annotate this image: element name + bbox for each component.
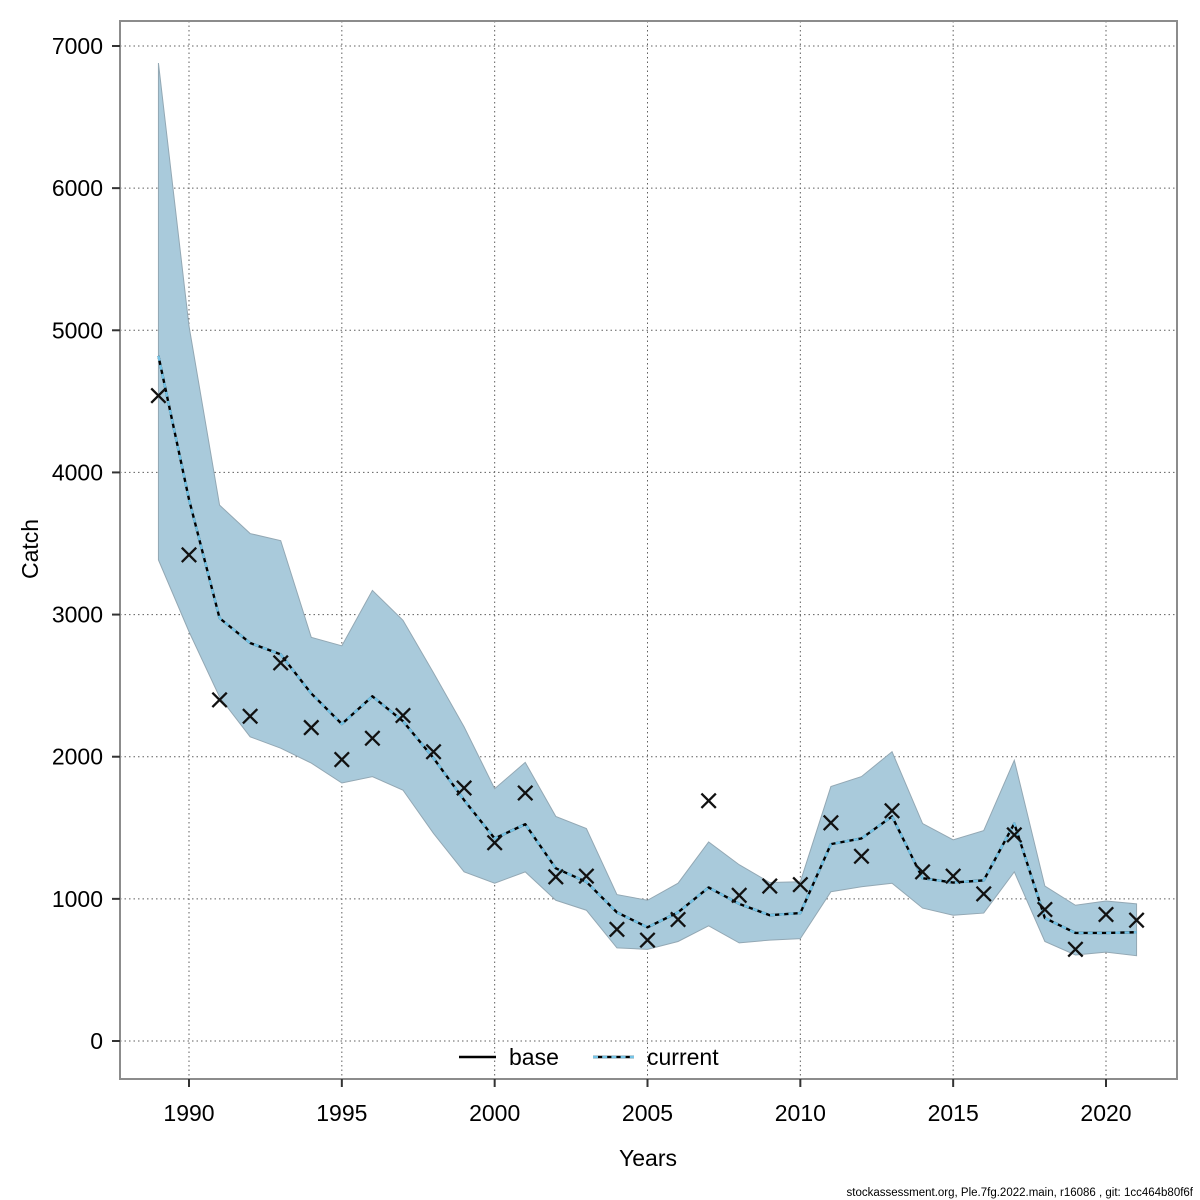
observed-catch-markers <box>150 387 1145 958</box>
x-tick-label: 1990 <box>163 1100 214 1126</box>
y-tick-label: 1000 <box>52 886 103 912</box>
x-marker <box>945 868 962 885</box>
x-marker <box>731 887 748 904</box>
x-marker <box>547 868 564 885</box>
x-marker <box>272 654 289 671</box>
x-tick-label: 2010 <box>775 1100 826 1126</box>
x-tick-label: 2005 <box>622 1100 673 1126</box>
x-marker <box>853 848 870 865</box>
x-marker <box>670 911 687 928</box>
x-axis-ticks: 1990 1995 2000 2005 2010 2015 2020 <box>163 1079 1132 1126</box>
gridlines <box>120 21 1177 1079</box>
x-marker <box>822 814 839 831</box>
current-line <box>157 355 1137 935</box>
x-marker <box>578 868 595 885</box>
y-tick-label: 5000 <box>52 317 103 343</box>
x-marker <box>303 719 320 736</box>
x-marker <box>608 921 625 938</box>
x-tick-label: 2020 <box>1080 1100 1131 1126</box>
y-tick-label: 0 <box>90 1028 103 1054</box>
y-axis-ticks: 0 1000 2000 3000 4000 5000 6000 7000 <box>52 33 120 1054</box>
y-tick-label: 2000 <box>52 744 103 770</box>
x-marker <box>1006 826 1023 843</box>
x-marker <box>180 546 198 563</box>
x-tick-label: 1995 <box>316 1100 367 1126</box>
legend-current-label: current <box>647 1044 719 1070</box>
legend: base current <box>459 1044 719 1070</box>
x-axis-title: Years <box>619 1145 677 1171</box>
legend-base-label: base <box>509 1044 559 1070</box>
y-tick-label: 4000 <box>52 459 103 485</box>
x-marker <box>486 834 503 851</box>
x-marker <box>394 707 411 724</box>
x-marker <box>700 792 717 809</box>
footnote: stockassessment.org, Ple.7fg.2022.main, … <box>847 1187 1194 1199</box>
x-marker <box>761 878 778 895</box>
x-marker <box>211 691 228 708</box>
x-tick-label: 2015 <box>928 1100 979 1126</box>
x-marker <box>333 751 350 768</box>
x-marker <box>1067 941 1084 958</box>
x-marker <box>1128 912 1145 929</box>
y-tick-label: 3000 <box>52 602 103 628</box>
y-tick-label: 7000 <box>52 33 103 59</box>
x-tick-label: 2000 <box>469 1100 520 1126</box>
x-marker <box>150 387 167 404</box>
x-marker <box>425 743 442 760</box>
x-marker <box>517 784 534 801</box>
x-marker <box>1097 906 1115 923</box>
x-marker <box>975 885 992 902</box>
confidence-band <box>157 62 1138 957</box>
x-marker <box>364 730 381 747</box>
x-marker <box>639 932 656 949</box>
y-tick-label: 6000 <box>52 175 103 201</box>
x-marker <box>1036 901 1053 918</box>
x-marker <box>792 876 809 893</box>
y-axis-title: Catch <box>17 519 43 579</box>
x-marker <box>456 779 473 796</box>
x-marker <box>884 802 901 819</box>
x-marker <box>242 708 259 725</box>
x-marker <box>914 863 931 880</box>
